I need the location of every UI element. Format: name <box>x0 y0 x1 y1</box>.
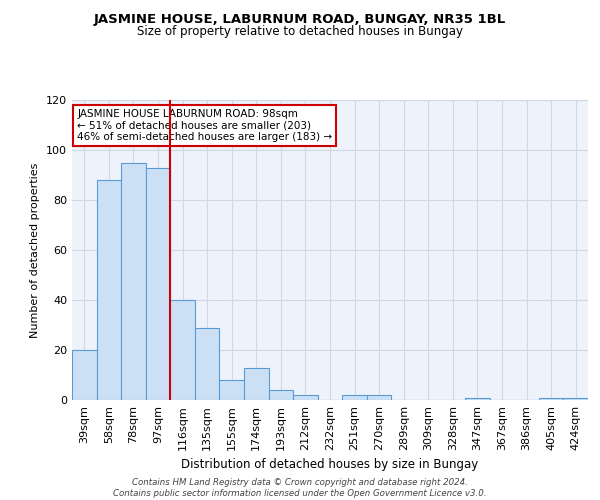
Bar <box>170 300 195 400</box>
Bar <box>146 168 170 400</box>
Bar <box>269 390 293 400</box>
Bar <box>465 398 490 400</box>
Bar <box>367 395 391 400</box>
Text: Contains HM Land Registry data © Crown copyright and database right 2024.
Contai: Contains HM Land Registry data © Crown c… <box>113 478 487 498</box>
Bar <box>220 380 244 400</box>
Y-axis label: Number of detached properties: Number of detached properties <box>31 162 40 338</box>
Text: JASMINE HOUSE LABURNUM ROAD: 98sqm
← 51% of detached houses are smaller (203)
46: JASMINE HOUSE LABURNUM ROAD: 98sqm ← 51%… <box>77 109 332 142</box>
Bar <box>244 368 269 400</box>
Bar <box>195 328 220 400</box>
Bar <box>293 395 318 400</box>
Bar <box>563 398 588 400</box>
X-axis label: Distribution of detached houses by size in Bungay: Distribution of detached houses by size … <box>181 458 479 471</box>
Bar <box>72 350 97 400</box>
Bar <box>97 180 121 400</box>
Bar <box>342 395 367 400</box>
Bar <box>121 162 146 400</box>
Text: Size of property relative to detached houses in Bungay: Size of property relative to detached ho… <box>137 25 463 38</box>
Bar <box>539 398 563 400</box>
Text: JASMINE HOUSE, LABURNUM ROAD, BUNGAY, NR35 1BL: JASMINE HOUSE, LABURNUM ROAD, BUNGAY, NR… <box>94 12 506 26</box>
